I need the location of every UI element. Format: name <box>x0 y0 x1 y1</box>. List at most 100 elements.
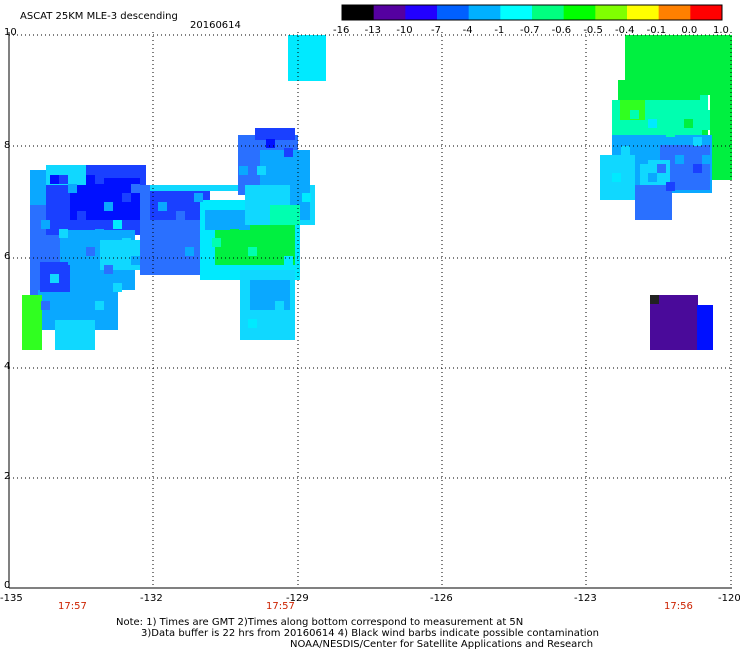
data-cell <box>648 173 657 182</box>
data-cell <box>86 175 95 184</box>
colorbar-segment <box>373 5 406 20</box>
data-cell <box>104 265 113 274</box>
data-cell <box>270 205 300 225</box>
data-cell <box>158 202 167 211</box>
data-cell <box>77 211 86 220</box>
colorbar-tick-label: 1.0 <box>713 25 729 36</box>
data-cell <box>185 247 194 256</box>
data-cell <box>95 229 104 238</box>
data-cell <box>693 164 702 173</box>
colorbar-segment <box>342 5 375 20</box>
colorbar-tick-label: -0.7 <box>520 25 540 36</box>
data-cell <box>239 166 248 175</box>
colorbar <box>341 4 723 21</box>
x-tick-label: -135 <box>0 593 23 604</box>
colorbar-segment <box>595 5 628 20</box>
data-cell <box>122 238 131 247</box>
data-cell <box>113 283 122 292</box>
data-cell <box>284 148 293 157</box>
data-cell <box>693 137 702 146</box>
data-cell <box>22 295 42 350</box>
data-cell <box>257 166 266 175</box>
x-tick-label: -126 <box>430 593 453 604</box>
data-cell <box>113 220 122 229</box>
data-cell <box>650 295 698 350</box>
note-line-2: 3)Data buffer is 22 hrs from 20160614 4)… <box>141 628 599 639</box>
data-cell <box>697 305 713 350</box>
data-cell <box>710 80 732 180</box>
x-tick-label: -132 <box>140 593 163 604</box>
data-cell <box>266 238 275 247</box>
colorbar-tick-label: 0.0 <box>681 25 698 36</box>
data-cell <box>131 184 140 193</box>
colorbar-frame <box>341 4 723 21</box>
data-cell <box>215 225 295 265</box>
data-cell <box>95 301 104 310</box>
data-cell <box>666 128 675 137</box>
colorbar-segment <box>468 5 501 20</box>
data-cell <box>666 182 675 191</box>
data-cell <box>230 229 239 238</box>
y-tick-label: 2 <box>4 471 11 482</box>
data-cell <box>59 229 68 238</box>
data-cell <box>635 185 672 220</box>
data-cell <box>248 247 257 256</box>
colorbar-tick-label: -1 <box>494 25 505 36</box>
data-cell <box>50 175 59 184</box>
data-cell <box>690 110 710 130</box>
y-tick-label: 0 <box>4 580 11 591</box>
data-cell <box>86 247 95 256</box>
colorbar-segment <box>500 5 533 20</box>
colorbar-tick-label: -7 <box>431 25 441 36</box>
colorbar-tick-label: -16 <box>333 25 350 36</box>
data-cell <box>612 173 621 182</box>
colorbar-segment <box>405 5 438 20</box>
data-cell <box>630 110 639 119</box>
colorbar-segment <box>627 5 660 20</box>
colorbar-segment <box>532 5 565 20</box>
data-cell <box>176 211 185 220</box>
data-cell <box>95 175 104 184</box>
data-cell <box>675 155 684 164</box>
colorbar-tick-label: -0.4 <box>615 25 635 36</box>
data-cell <box>255 128 295 140</box>
x-tick-label: -129 <box>286 593 309 604</box>
data-cell <box>150 185 245 191</box>
x-tick-label: -120 <box>718 593 740 604</box>
plot-date: 20160614 <box>190 20 241 31</box>
data-cell <box>55 320 95 350</box>
colorbar-segment <box>563 5 596 20</box>
x-tick-label: -123 <box>574 593 597 604</box>
data-cell <box>702 155 711 164</box>
data-cell <box>167 229 176 238</box>
data-cell <box>684 119 693 128</box>
data-cell <box>77 283 86 292</box>
data-cell <box>41 220 50 229</box>
data-cell <box>288 35 326 81</box>
data-cell <box>639 155 648 164</box>
data-cell <box>657 164 666 173</box>
note-line-3: NOAA/NESDIS/Center for Satellite Applica… <box>290 639 594 650</box>
data-cell <box>68 184 77 193</box>
colorbar-tick-label: -0.6 <box>551 25 572 36</box>
data-cell <box>302 193 311 202</box>
data-cell <box>284 256 293 265</box>
time-label: 17:57 <box>58 601 87 612</box>
data-cell <box>68 256 77 265</box>
data-cell <box>104 202 113 211</box>
time-label: 17:56 <box>664 601 693 612</box>
data-cell <box>248 319 257 328</box>
y-tick-label: 10 <box>4 27 17 38</box>
colorbar-segment <box>658 5 691 20</box>
y-tick-label: 4 <box>4 361 11 372</box>
data-cell <box>50 274 59 283</box>
data-cell <box>684 173 693 182</box>
data-cell <box>700 95 708 120</box>
data-cell <box>648 119 657 128</box>
y-tick-label: 6 <box>4 251 11 262</box>
data-cell <box>293 175 302 184</box>
data-cell <box>59 175 68 184</box>
colorbar-tick-label: -0.5 <box>583 25 603 36</box>
